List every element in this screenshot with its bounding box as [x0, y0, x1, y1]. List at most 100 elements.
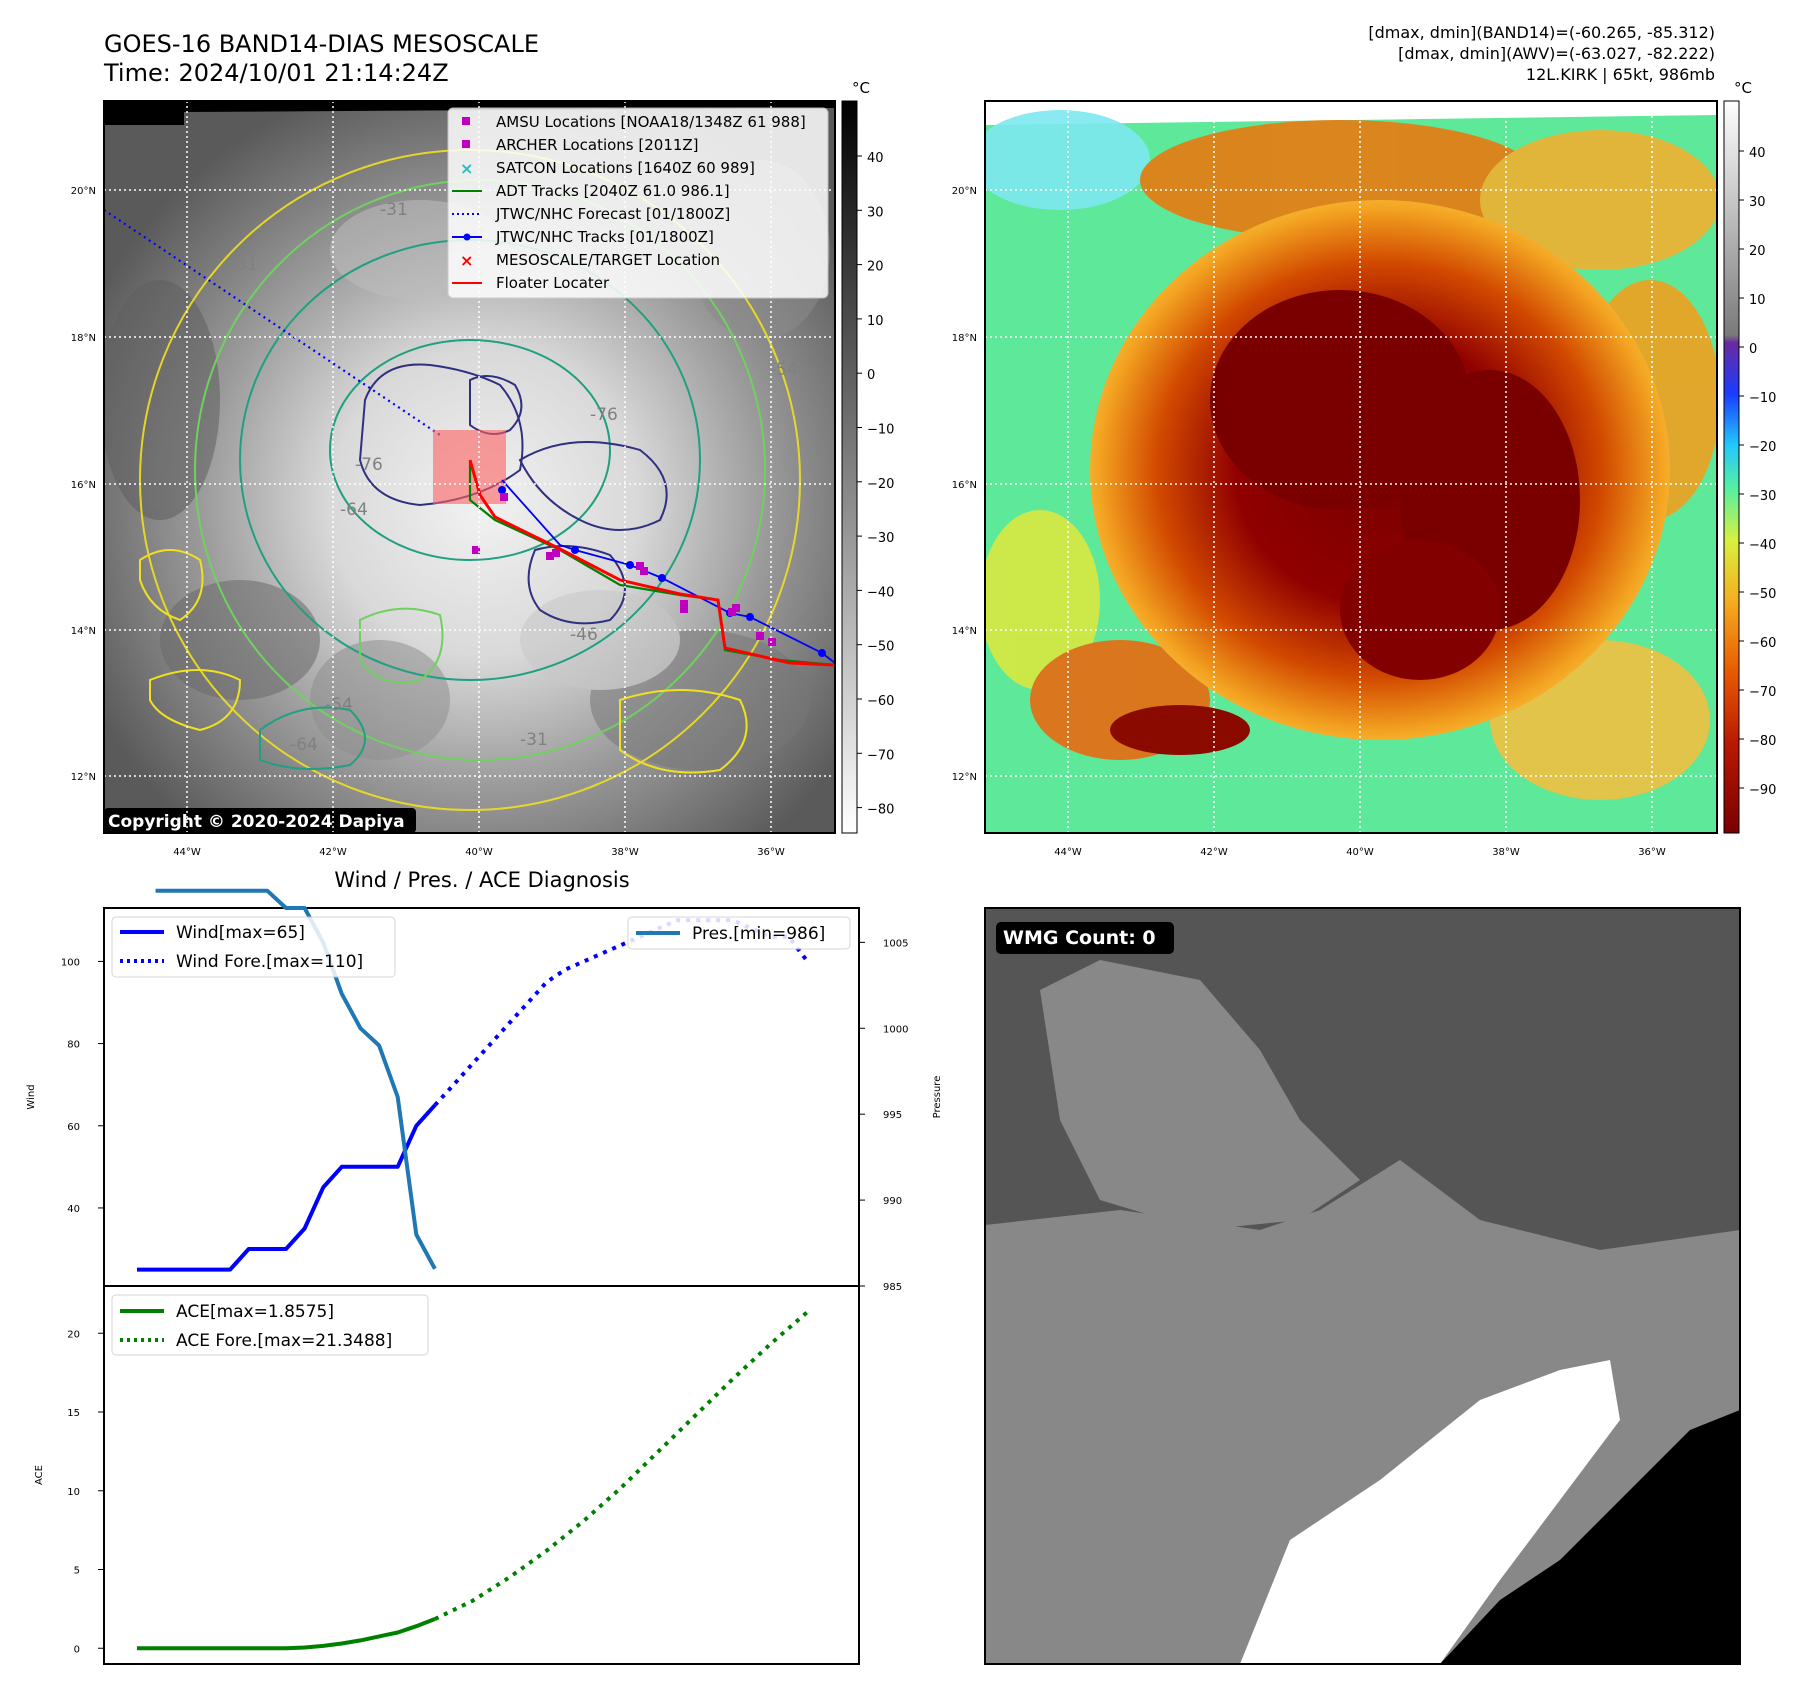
legend-marker-satcon: ×	[460, 159, 473, 178]
legend-floater: Floater Locater	[496, 274, 610, 292]
lat-label: 14°N	[71, 626, 96, 637]
ace-tick-label: 0	[74, 1644, 80, 1655]
wmg-region-mid-north	[1040, 960, 1360, 1230]
colorbar-color-unit: °C	[1734, 79, 1752, 97]
lon-label: 44°W	[173, 847, 201, 858]
colorbar-tick-label: −90	[1749, 783, 1776, 798]
legend-marker-amsu	[462, 117, 470, 125]
contour-label: -64	[340, 500, 368, 520]
map2-frame	[984, 100, 1718, 834]
storm-cold-band	[1110, 705, 1250, 755]
colorbar-tick-label: −30	[1749, 489, 1776, 504]
floater-track	[468, 459, 835, 667]
colorbar-tick-label: 10	[867, 314, 884, 329]
stats-line1: [dmax, dmin](BAND14)=(-60.265, -85.312)	[1368, 23, 1715, 42]
lat-label: 14°N	[952, 626, 977, 637]
wmg-region-mid	[985, 1160, 1740, 1664]
wind-axis-label: Wind	[26, 1084, 37, 1109]
colorbar-tick-label: −10	[867, 423, 894, 438]
colorbar-color: °C 40 30 20 10 0 −10 −20 −30 −40 −50 −60 −70 −80 −90	[1723, 79, 1776, 834]
map1-lon-labels: 44°W 42°W 40°W 38°W 36°W	[173, 847, 785, 858]
ace-series-line-0	[137, 1617, 436, 1651]
colorbar-gray-ticks: 40 30 20 10 0 −10 −20 −30 −40 −50 −60 −70 −80	[857, 151, 894, 818]
legend-marker-archer	[462, 140, 470, 148]
colorbar-tick-label: −70	[1749, 685, 1776, 700]
pressure-legend-label: Pres.[min=986]	[692, 924, 825, 944]
map2-lat-labels: 20°N 18°N 16°N 14°N 12°N	[952, 186, 977, 783]
wmg-panel: WMG Count: 0	[984, 907, 1741, 1665]
lat-label: 20°N	[952, 186, 977, 197]
contour-label: -54	[665, 745, 693, 765]
lon-label: 38°W	[1492, 847, 1520, 858]
colorbar-tick-label: −80	[1749, 734, 1776, 749]
colorbar-tick-label: 10	[1749, 293, 1766, 308]
lat-label: 12°N	[952, 772, 977, 783]
title-line1: GOES-16 BAND14-DIAS MESOSCALE	[104, 30, 539, 58]
forecast-track	[104, 209, 441, 436]
map-grayscale: -76 -64 -54 -31 -46 -54 -64 -31 -76 -54 …	[71, 100, 836, 858]
legend-jtwc: JTWC/NHC Tracks [01/1800Z]	[495, 228, 714, 246]
colorbar-tick-label: −40	[867, 585, 894, 600]
colorbar-tick-label: 20	[867, 260, 884, 275]
ace-tick-label: 15	[67, 1408, 80, 1419]
wind-fore-legend-label: Wind Fore.[max=110]	[176, 952, 363, 972]
colorbar-tick-label: −10	[1749, 391, 1776, 406]
wmg-count-box	[996, 922, 1174, 954]
colorbar-tick-label: −60	[867, 694, 894, 709]
legend-archer: ARCHER Locations [2011Z]	[496, 136, 699, 154]
series-line-0	[137, 1103, 437, 1272]
lat-label: 18°N	[71, 333, 96, 344]
colorbar-tick-label: −50	[1749, 587, 1776, 602]
ace-tick-label: 20	[67, 1329, 80, 1340]
legend-marker-jtwc-dot	[463, 233, 471, 241]
colorbar-tick-label: −30	[867, 531, 894, 546]
ace-fore-legend-label: ACE Fore.[max=21.3488]	[176, 1331, 392, 1351]
lat-label: 16°N	[71, 480, 96, 491]
ace-tick-label: 10	[67, 1487, 80, 1498]
lon-label: 40°W	[465, 847, 493, 858]
legend-satcon: SATCON Locations [1640Z 60 989]	[496, 159, 755, 177]
lat-label: 16°N	[952, 480, 977, 491]
legend-target: MESOSCALE/TARGET Location	[496, 251, 720, 269]
wind-legend-label: Wind[max=65]	[176, 923, 305, 943]
legend-box	[447, 107, 829, 299]
copyright-box	[104, 808, 416, 833]
lat-label: 12°N	[71, 772, 96, 783]
wind-tick-label: 100	[61, 957, 80, 968]
title-line2: Time: 2024/10/01 21:14:24Z	[103, 59, 449, 87]
wmg-frame	[984, 907, 1741, 1665]
legend-forecast: JTWC/NHC Forecast [01/1800Z]	[495, 205, 730, 223]
colorbar-tick-label: 0	[1749, 342, 1757, 357]
colorbar-tick-label: 30	[1749, 195, 1766, 210]
legend-marker-target: ×	[460, 251, 473, 270]
map1-legend: AMSU Locations [NOAA18/1348Z 61 988] ARC…	[447, 107, 829, 299]
pressure-tick-label: 1000	[883, 1024, 908, 1035]
pressure-tick-label: 1005	[883, 938, 908, 949]
wind-tick-label: 40	[67, 1204, 80, 1215]
lon-label: 38°W	[611, 847, 639, 858]
wmg-region-warm	[1240, 1360, 1620, 1664]
storm-cold-top-south	[1340, 540, 1500, 680]
colorbar-gray: °C 40 30 20 10 0 −10 −20 −30 −40 −50 −60 −70 −80	[841, 79, 894, 834]
wind-legend-box	[111, 916, 396, 978]
colorbar-color-bar	[1723, 100, 1740, 834]
pressure-legend-box	[627, 916, 851, 950]
wind-tick-label: 80	[67, 1040, 80, 1051]
map-color-ir: 20°N 18°N 16°N 14°N 12°N 44°W 42°W 40°W …	[952, 100, 1718, 858]
legend-adt: ADT Tracks [2040Z 61.0 986.1]	[496, 182, 730, 200]
stats-line3: 12L.KIRK | 65kt, 986mb	[1526, 65, 1715, 84]
colorbar-tick-label: −70	[867, 748, 894, 763]
ace-axis-label: ACE	[34, 1465, 45, 1485]
lon-label: 42°W	[319, 847, 347, 858]
series-line-2	[155, 888, 437, 1270]
colorbar-color-ticks: 40 30 20 10 0 −10 −20 −30 −40 −50 −60 −70 −80 −90	[1739, 146, 1776, 798]
map1-lat-labels: 20°N 18°N 16°N 14°N 12°N	[71, 186, 96, 783]
colorbar-tick-label: −20	[867, 477, 894, 492]
colorbar-tick-label: 40	[867, 151, 884, 166]
contour-label: -54	[770, 360, 798, 380]
map1-frame	[103, 100, 836, 834]
wind-tick-label: 60	[67, 1122, 80, 1133]
wmg-count-label: WMG Count: 0	[1003, 927, 1156, 949]
lat-label: 18°N	[952, 333, 977, 344]
